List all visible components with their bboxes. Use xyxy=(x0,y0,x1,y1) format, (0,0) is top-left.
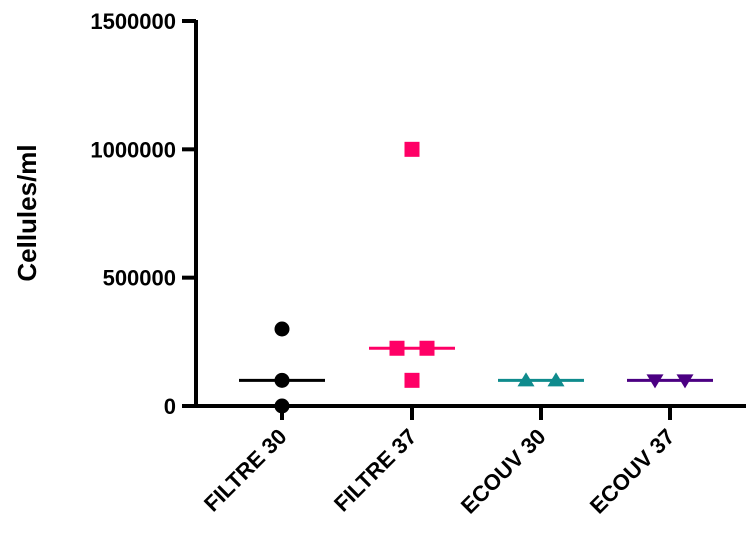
y-tick-label: 500000 xyxy=(103,266,176,291)
data-point xyxy=(389,340,405,356)
data-point xyxy=(404,372,420,388)
data-point xyxy=(404,141,420,157)
x-tick-label: ECOUV 37 xyxy=(585,424,680,519)
y-axis-title: Cellules/ml xyxy=(12,144,42,281)
y-tick-label: 1000000 xyxy=(90,137,176,162)
plot-area xyxy=(239,141,713,414)
data-point xyxy=(676,374,694,389)
y-tick-label: 0 xyxy=(164,394,176,419)
y-tick-label: 1500000 xyxy=(90,9,176,34)
data-point xyxy=(274,372,290,388)
data-point xyxy=(419,340,435,356)
data-point xyxy=(517,372,535,387)
y-ticks: 0 500000 1000000 1500000 xyxy=(90,9,196,419)
axes xyxy=(194,20,746,408)
x-tick-label: ECOUV 30 xyxy=(456,424,551,519)
x-tick-label: FILTRE 30 xyxy=(199,424,292,517)
data-point xyxy=(646,374,664,389)
series-filtre-37 xyxy=(369,141,455,388)
data-point xyxy=(274,398,290,414)
series-filtre-30 xyxy=(239,321,325,414)
series-ecouv-37 xyxy=(627,374,713,389)
x-tick-label: FILTRE 37 xyxy=(329,424,422,517)
x-ticks: FILTRE 30 FILTRE 37 ECOUV 30 ECOUV 37 xyxy=(199,406,680,518)
series-ecouv-30 xyxy=(498,372,584,387)
data-point xyxy=(547,372,565,387)
data-point xyxy=(274,321,290,337)
